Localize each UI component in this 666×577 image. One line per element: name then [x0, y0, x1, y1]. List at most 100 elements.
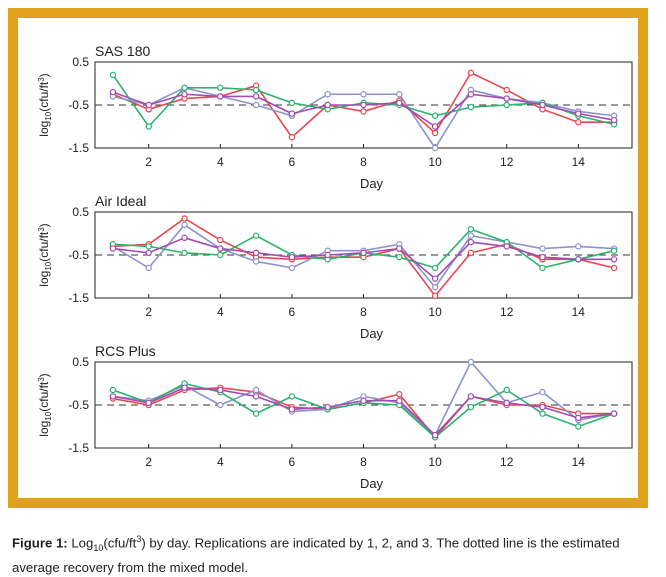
caption-sup: 3: [136, 534, 142, 544]
series-4-point: [360, 101, 367, 109]
panel-1: SAS 180 0.5 -0.5 -1.5 2 4 6 8 10 12 14 Day log10(cfu…: [37, 43, 633, 191]
series-3-point: [288, 393, 296, 400]
series-1-point: [431, 292, 439, 300]
series-4-point: [324, 101, 331, 109]
x-tick-label: 2: [145, 455, 152, 469]
series-4-point: [575, 110, 582, 117]
x-tick-label: 8: [360, 305, 367, 319]
series-1-point: [360, 108, 367, 115]
series-2-point: [431, 144, 439, 152]
series-2-point: [252, 386, 260, 394]
x-tick-label: 10: [428, 155, 442, 169]
series-4-point: [288, 253, 296, 261]
series-3-point: [252, 86, 260, 94]
y-tick-label: -0.5: [68, 398, 89, 412]
series-4-point: [610, 116, 618, 124]
series-2-point: [217, 401, 224, 409]
caption-label: Figure 1:: [12, 535, 68, 551]
series-3-point: [217, 251, 224, 259]
series-1-point: [610, 264, 618, 272]
caption-text-3: ) by day. Replications are indicated by …: [12, 535, 620, 576]
x-tick-label: 8: [360, 155, 367, 169]
y-tick-label: -0.5: [68, 248, 89, 262]
series-4-point: [431, 275, 439, 282]
series-4-point: [145, 399, 152, 407]
series-3-point: [431, 264, 439, 272]
x-tick-label: 2: [145, 305, 152, 319]
series-4-point: [503, 95, 510, 102]
chart-panels: SAS 180 0.5 -0.5 -1.5 2 4 6 8 10 12 14 Day log10(cfu…: [37, 43, 633, 491]
series-4-point: [396, 99, 403, 107]
x-tick-label: 14: [572, 305, 586, 319]
series-4-point: [109, 393, 117, 400]
series-4-point: [396, 397, 403, 404]
x-tick-label: 6: [289, 155, 296, 169]
series-4-point: [181, 384, 188, 391]
x-tick-label: 10: [428, 455, 442, 469]
series-2-point: [288, 264, 296, 272]
series-3-line: [112, 382, 615, 439]
series-4-point: [145, 101, 152, 109]
series-1-point: [467, 249, 475, 257]
x-tick-label: 12: [500, 155, 514, 169]
series-1-point: [217, 236, 224, 244]
series-2-point: [467, 358, 475, 366]
x-axis-label: Day: [360, 176, 384, 191]
series-3-point: [252, 232, 260, 239]
panel-2: Air Ideal 0.5 -0.5 -1.5 2 4 6 8 10 12 14 Day log10(c…: [37, 193, 633, 341]
panel-3: RCS Plus 0.5 -0.5 -1.5 2 4 6 8 10 12 14 Day log10(cf…: [37, 343, 633, 491]
series-3-point: [503, 386, 510, 394]
series-4-point: [288, 406, 296, 413]
y-tick-label: -1.5: [68, 441, 89, 455]
x-axis-label: Day: [360, 476, 384, 491]
series-4-point: [252, 93, 260, 100]
caption-text-1: Log: [67, 535, 94, 551]
series-4-point: [575, 256, 582, 263]
series-4-point: [360, 397, 367, 404]
series-3-point: [610, 247, 618, 254]
series-4-point: [181, 91, 188, 98]
y-axis-label: log10(cfu/ft3): [37, 73, 53, 136]
y-tick-label: -1.5: [68, 141, 89, 155]
y-tick-label: 0.5: [72, 355, 89, 369]
series-4-point: [610, 256, 618, 263]
y-axis-label: log10(cfu/ft3): [37, 223, 53, 286]
series-3-point: [109, 386, 117, 394]
series-2-point: [539, 388, 546, 396]
x-tick-label: 12: [500, 455, 514, 469]
series-2-point: [396, 91, 403, 98]
series-4-point: [145, 249, 152, 257]
x-tick-label: 14: [572, 155, 586, 169]
y-tick-label: -0.5: [68, 98, 89, 112]
series-3-point: [181, 249, 188, 257]
series-3-point: [467, 403, 475, 411]
series-2-point: [467, 232, 475, 239]
series-4-point: [217, 386, 224, 394]
series-4-point: [503, 399, 510, 407]
series-4-point: [252, 249, 260, 257]
series-4-point: [181, 234, 188, 241]
series-3-point: [396, 253, 403, 261]
x-tick-label: 4: [217, 455, 224, 469]
series-1-point: [181, 215, 188, 222]
series-4-point: [252, 393, 260, 400]
series-4-point: [539, 403, 546, 411]
series-3-point: [288, 99, 296, 107]
series-3-point: [181, 84, 188, 92]
series-3-point: [431, 112, 439, 119]
x-axis-label: Day: [360, 326, 384, 341]
x-tick-label: 4: [217, 155, 224, 169]
series-4-point: [396, 245, 403, 252]
series-3-point: [539, 264, 546, 272]
series-3-point: [109, 71, 117, 79]
series-4-point: [575, 414, 582, 422]
series-4-point: [109, 245, 117, 252]
series-3-point: [539, 410, 546, 417]
series-3-point: [145, 243, 152, 250]
x-tick-label: 6: [289, 455, 296, 469]
series-3-point: [252, 410, 260, 417]
y-tick-label: 0.5: [72, 205, 89, 219]
x-tick-label: 8: [360, 455, 367, 469]
series-2-point: [575, 243, 582, 250]
series-1-point: [467, 69, 475, 76]
